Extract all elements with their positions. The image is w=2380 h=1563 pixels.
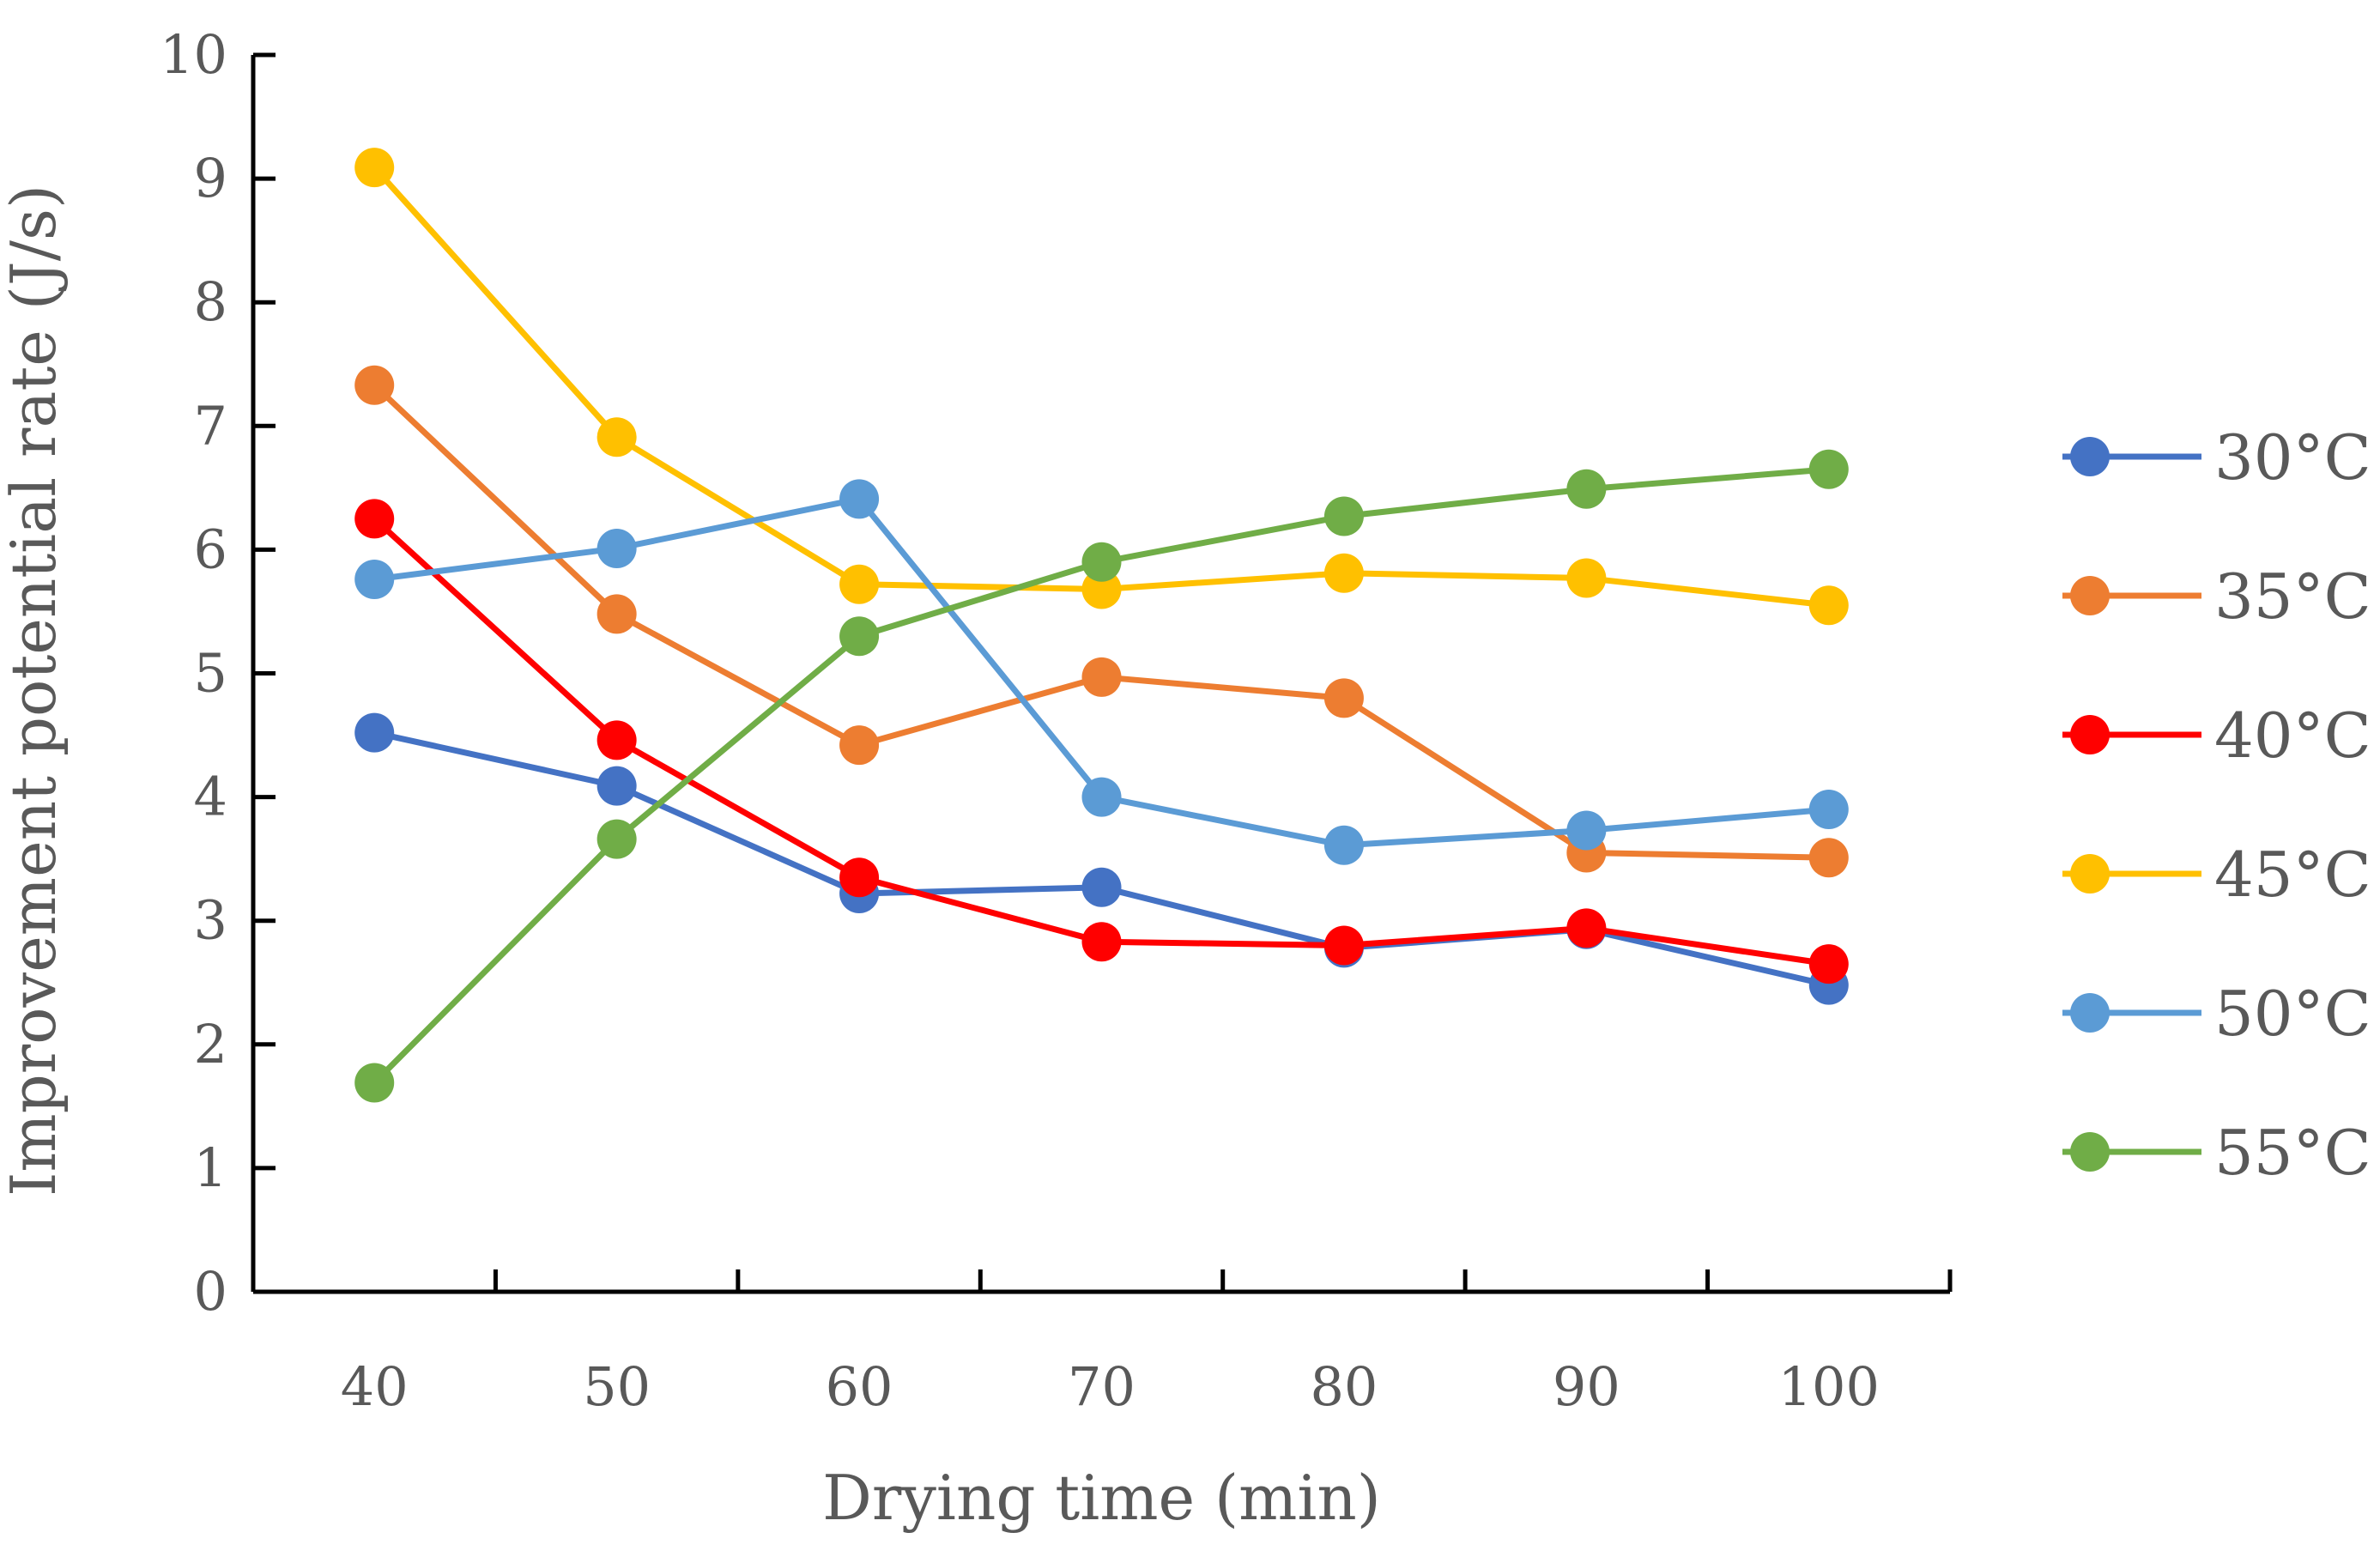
data-point bbox=[597, 766, 637, 806]
series-55CC bbox=[354, 449, 1849, 1103]
data-point bbox=[354, 499, 395, 539]
data-point bbox=[839, 616, 880, 657]
legend-item: 45°C bbox=[2062, 839, 2371, 911]
data-point bbox=[1081, 657, 1122, 697]
y-tick-label: 0 bbox=[194, 1260, 227, 1323]
data-point bbox=[1566, 469, 1607, 509]
data-point bbox=[354, 1063, 395, 1103]
x-axis-title: Drying time (min) bbox=[822, 1462, 1381, 1534]
data-point bbox=[1566, 810, 1607, 851]
y-tick-label: 8 bbox=[194, 270, 227, 333]
data-point bbox=[597, 819, 637, 859]
legend-label: 40°C bbox=[2214, 700, 2371, 772]
x-ticks: 40 50 60 70 80 90 100 bbox=[341, 1269, 1953, 1418]
x-tick-label: 60 bbox=[826, 1355, 893, 1418]
x-tick-label: 50 bbox=[583, 1355, 651, 1418]
data-point bbox=[597, 528, 637, 568]
x-tick-label: 90 bbox=[1553, 1355, 1620, 1418]
data-point bbox=[1323, 925, 1364, 966]
data-point bbox=[597, 720, 637, 760]
legend-label: 35°C bbox=[2214, 560, 2371, 633]
y-ticks: 0 1 2 3 4 5 6 7 8 9 10 bbox=[160, 23, 276, 1323]
data-point bbox=[839, 857, 880, 898]
legend-label: 50°C bbox=[2214, 978, 2371, 1050]
legend: 30°C 35°C 40°C 45°C 50°C 55°C bbox=[2062, 421, 2371, 1189]
legend-item: 40°C bbox=[2062, 700, 2371, 772]
x-tick-label: 40 bbox=[341, 1355, 409, 1418]
data-point bbox=[1323, 553, 1364, 593]
data-point bbox=[354, 559, 395, 599]
data-point bbox=[354, 712, 395, 753]
data-point bbox=[839, 564, 880, 604]
legend-label: 45°C bbox=[2214, 839, 2371, 911]
x-tick-label: 80 bbox=[1310, 1355, 1378, 1418]
data-point bbox=[1081, 922, 1122, 962]
y-tick-label: 4 bbox=[194, 766, 227, 828]
y-tick-label: 7 bbox=[194, 394, 227, 457]
y-tick-label: 10 bbox=[160, 23, 227, 86]
data-point bbox=[1323, 496, 1364, 536]
legend-label: 30°C bbox=[2214, 421, 2371, 494]
legend-marker bbox=[2070, 1132, 2110, 1172]
series-45CC bbox=[354, 148, 1849, 626]
legend-item: 55°C bbox=[2062, 1117, 2371, 1189]
y-tick-label: 9 bbox=[194, 147, 227, 209]
data-point bbox=[1808, 944, 1849, 984]
series-layer bbox=[354, 148, 1849, 1103]
data-point bbox=[1323, 678, 1364, 718]
legend-item: 30°C bbox=[2062, 421, 2371, 494]
legend-marker bbox=[2070, 993, 2110, 1033]
legend-marker bbox=[2070, 715, 2110, 754]
y-tick-label: 1 bbox=[194, 1136, 227, 1199]
data-point bbox=[1566, 908, 1607, 948]
x-tick-label: 100 bbox=[1778, 1355, 1880, 1418]
data-point bbox=[1566, 558, 1607, 598]
y-tick-label: 6 bbox=[194, 518, 227, 580]
data-point bbox=[1808, 585, 1849, 626]
y-axis: 0 1 2 3 4 5 6 7 8 9 10 bbox=[160, 23, 276, 1323]
y-tick-label: 5 bbox=[194, 642, 227, 705]
data-point bbox=[1081, 569, 1122, 609]
legend-marker bbox=[2070, 576, 2110, 615]
y-tick-label: 2 bbox=[194, 1013, 227, 1075]
data-point bbox=[1323, 825, 1364, 865]
y-tick-label: 3 bbox=[194, 889, 227, 952]
series-35CC bbox=[354, 365, 1849, 878]
legend-marker bbox=[2070, 854, 2110, 894]
data-point bbox=[354, 148, 395, 188]
data-point bbox=[597, 594, 637, 634]
legend-item: 50°C bbox=[2062, 978, 2371, 1050]
legend-item: 35°C bbox=[2062, 560, 2371, 633]
y-axis-title: Improvement potential rate (J/s) bbox=[0, 185, 70, 1196]
data-point bbox=[1081, 777, 1122, 817]
data-point bbox=[1081, 542, 1122, 582]
data-point bbox=[597, 417, 637, 457]
data-point bbox=[839, 725, 880, 766]
x-axis: 40 50 60 70 80 90 100 bbox=[253, 1269, 1953, 1418]
data-point bbox=[354, 365, 395, 405]
x-tick-label: 70 bbox=[1068, 1355, 1135, 1418]
series-50CC bbox=[354, 479, 1849, 865]
data-point bbox=[839, 479, 880, 519]
data-point bbox=[1808, 838, 1849, 878]
data-point bbox=[1808, 790, 1849, 830]
series-40CC bbox=[354, 499, 1849, 984]
legend-marker bbox=[2070, 437, 2110, 476]
data-point bbox=[1081, 867, 1122, 907]
series-line bbox=[372, 165, 1830, 609]
data-point bbox=[1808, 449, 1849, 489]
legend-label: 55°C bbox=[2214, 1117, 2371, 1189]
